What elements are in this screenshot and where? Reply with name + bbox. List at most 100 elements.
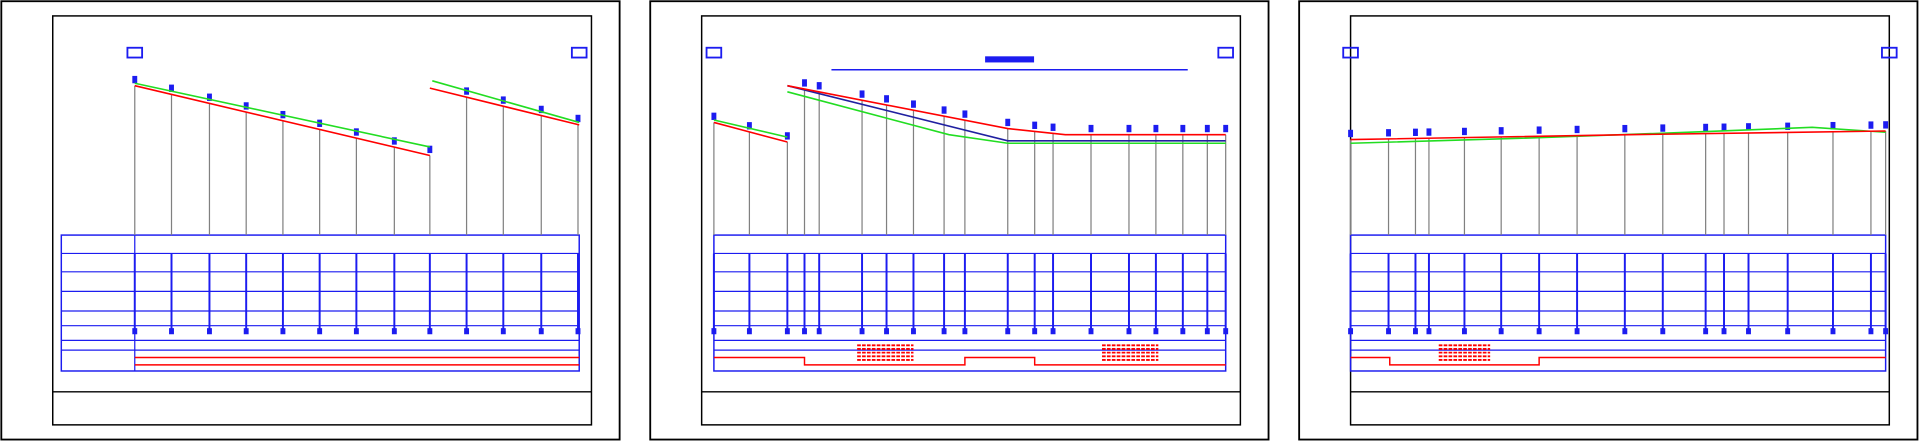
station-node (1223, 328, 1229, 335)
station-node (464, 328, 470, 335)
ground-line (713, 119, 788, 138)
station-node (746, 328, 752, 335)
benchmark-marker (1342, 46, 1359, 59)
drawing-frame (700, 15, 1242, 426)
ground-line (432, 80, 580, 124)
station-marker (711, 112, 717, 120)
station-node (1622, 328, 1628, 335)
station-marker (1574, 125, 1580, 134)
station-marker (1461, 127, 1467, 136)
station-node (1413, 328, 1418, 335)
station-node (1126, 328, 1132, 335)
station-node (1461, 328, 1467, 335)
station-node (962, 328, 968, 335)
station-node (1785, 328, 1791, 335)
station-marker (1703, 123, 1709, 132)
station-node (1426, 328, 1432, 335)
station-marker (1386, 129, 1391, 137)
station-marker (1126, 124, 1132, 133)
station-node (1050, 328, 1056, 335)
station-marker (132, 75, 138, 84)
station-node (816, 328, 822, 335)
station-marker (816, 82, 822, 90)
station-marker (884, 95, 889, 103)
station-node (911, 328, 916, 335)
station-marker (1413, 128, 1418, 136)
station-node (1348, 328, 1354, 335)
station-marker (575, 114, 581, 123)
station-marker (962, 110, 968, 118)
station-node (1746, 328, 1751, 335)
design-line (787, 84, 1226, 142)
station-node (575, 328, 581, 335)
ground-line (134, 82, 431, 148)
station-marker (1660, 124, 1666, 132)
grade-line (713, 121, 788, 143)
station-marker (1088, 124, 1094, 133)
station-node (169, 328, 174, 335)
station-node (132, 328, 138, 335)
station-marker (1180, 124, 1186, 133)
alignment-line (1350, 356, 1886, 366)
grade-line (429, 87, 580, 126)
station-node (353, 328, 359, 335)
drawing-frame (52, 15, 593, 426)
station-marker (1883, 121, 1889, 129)
station-node (1830, 328, 1836, 335)
station-node (1005, 328, 1011, 335)
station-node (1721, 328, 1727, 335)
station-marker (169, 84, 174, 92)
station-node (1180, 328, 1186, 335)
station-marker (427, 145, 433, 154)
station-node (1153, 328, 1159, 335)
grade-line (1350, 130, 1886, 141)
sheet-border (1298, 0, 1919, 441)
station-marker (243, 102, 249, 110)
station-marker (500, 96, 506, 104)
station-node (391, 328, 397, 335)
station-marker (1830, 121, 1836, 130)
station-marker (1032, 121, 1038, 129)
station-marker (859, 90, 865, 98)
station-node (941, 328, 947, 335)
station-marker (1204, 124, 1210, 133)
grade-line (134, 84, 431, 157)
station-marker (911, 100, 916, 108)
ground-line (787, 91, 1226, 145)
station-marker (1721, 123, 1727, 131)
station-marker (746, 122, 752, 130)
station-node (1386, 328, 1391, 335)
station-node (884, 328, 889, 335)
sheet-border (0, 0, 621, 441)
station-marker (1426, 128, 1432, 136)
chainage-label (985, 56, 1035, 63)
station-node (1703, 328, 1709, 335)
station-marker (1622, 124, 1628, 133)
alignment-line (713, 356, 1226, 366)
benchmark-marker (705, 46, 723, 59)
station-marker (1050, 123, 1056, 131)
station-marker (1498, 127, 1504, 135)
station-marker (802, 79, 807, 87)
station-node (280, 328, 286, 335)
station-node (317, 328, 323, 335)
station-node (784, 328, 790, 335)
station-marker (941, 106, 947, 114)
station-node (1883, 328, 1889, 335)
station-node (1660, 328, 1666, 335)
station-node (1574, 328, 1580, 335)
station-node (711, 328, 717, 335)
station-node (1536, 328, 1542, 335)
station-marker (1223, 124, 1229, 133)
benchmark-marker (126, 46, 144, 59)
station-node (1498, 328, 1504, 335)
benchmark-marker (570, 46, 588, 59)
ground-line (1350, 126, 1886, 145)
station-node (1204, 328, 1210, 335)
station-node (500, 328, 506, 335)
station-node (859, 328, 865, 335)
station-marker (353, 128, 359, 136)
